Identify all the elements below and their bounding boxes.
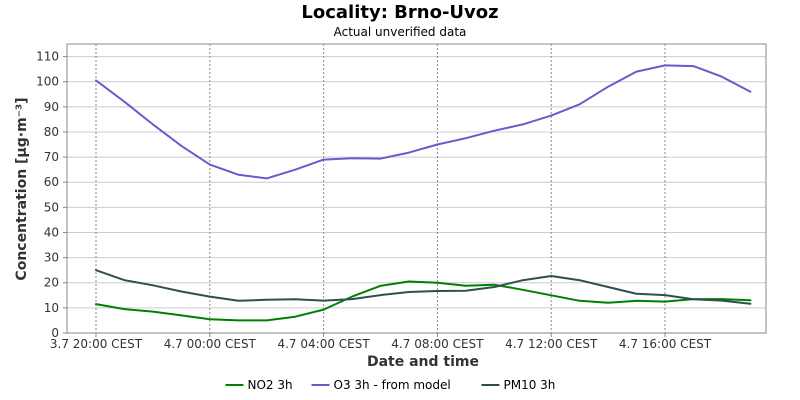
x-tick-label: 4.7 12:00 CEST xyxy=(505,337,598,351)
x-axis-title: Date and time xyxy=(367,354,479,370)
series-line-no2-3h xyxy=(95,280,752,322)
y-tick-label: 110 xyxy=(36,50,59,64)
series-line-o3-3h-from-model xyxy=(95,64,752,180)
x-tick-label: 3.7 20:00 CEST xyxy=(50,337,143,351)
legend-item: O3 3h - from model xyxy=(311,378,451,392)
y-tick-label: 20 xyxy=(44,276,59,290)
chart-subtitle: Actual unverified data xyxy=(334,25,467,39)
series-line-pm10-3h xyxy=(95,269,752,305)
y-tick-label: 90 xyxy=(44,100,59,114)
y-tick-label: 70 xyxy=(44,150,59,164)
legend-item: PM10 3h xyxy=(481,378,556,392)
y-axis: 0 10 20 30 40 50 60 70 80 90 100 110 xyxy=(36,50,67,340)
chart-title: Locality: Brno-Uvoz xyxy=(301,2,498,23)
x-tick-label: 4.7 16:00 CEST xyxy=(619,337,712,351)
legend-label: PM10 3h xyxy=(504,378,556,392)
legend: NO2 3h O3 3h - from model PM10 3h xyxy=(225,378,556,392)
legend-item: NO2 3h xyxy=(225,378,293,392)
y-tick-label: 60 xyxy=(44,175,59,189)
y-tick-label: 100 xyxy=(36,75,59,89)
legend-label: O3 3h - from model xyxy=(334,378,451,392)
plot-area xyxy=(66,43,767,334)
y-tick-label: 0 xyxy=(51,326,59,340)
plot-border xyxy=(66,43,767,334)
y-tick-label: 80 xyxy=(44,125,59,139)
x-tick-label: 4.7 04:00 CEST xyxy=(277,337,370,351)
x-tick-label: 4.7 00:00 CEST xyxy=(164,337,257,351)
x-tick-label: 4.7 08:00 CEST xyxy=(391,337,484,351)
legend-label: NO2 3h xyxy=(248,378,293,392)
y-axis-title: Concentration [µg·m⁻³] xyxy=(14,97,30,280)
y-tick-label: 40 xyxy=(44,225,59,239)
y-tick-label: 50 xyxy=(44,200,59,214)
series-layer xyxy=(95,64,752,322)
x-axis: 3.7 20:00 CEST 4.7 00:00 CEST 4.7 04:00 CE… xyxy=(50,333,712,351)
y-tick-label: 10 xyxy=(44,301,59,315)
plot-background xyxy=(67,44,766,333)
y-tick-label: 30 xyxy=(44,251,59,265)
